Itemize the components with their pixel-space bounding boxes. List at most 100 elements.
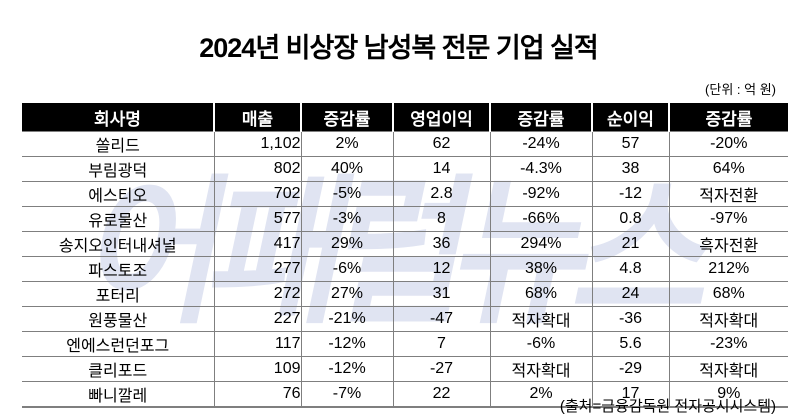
value-cell: -3% [301,206,394,232]
company-name-cell: 포터리 [22,281,215,307]
value-cell: 272 [214,281,302,307]
value-cell: -24% [490,131,593,157]
value-cell: -36 [592,306,670,332]
table-row: 원풍물산 227 -21% -47 적자확대 -36 적자확대 [22,306,788,332]
company-name-cell: 쏠리드 [22,131,215,157]
value-cell: 212% [669,256,788,282]
value-cell: 57 [592,131,670,157]
value-cell: -97% [669,206,788,232]
company-name-cell: 송지오인터내셔널 [22,231,215,257]
value-cell: 38 [592,156,670,182]
value-cell: -20% [669,131,788,157]
value-cell: 62 [393,131,491,157]
company-name-cell: 엔에스런던포그 [22,331,215,357]
value-cell: 2% [490,381,593,408]
column-header: 증감률 [301,103,394,132]
value-cell: 38% [490,256,593,282]
column-header: 증감률 [669,103,788,132]
value-cell: 802 [214,156,302,182]
value-cell: -27 [393,356,491,382]
value-cell: 76 [214,381,302,408]
column-header: 영업이익 [393,103,491,132]
value-cell: 277 [214,256,302,282]
value-cell: 64% [669,156,788,182]
value-cell: -66% [490,206,593,232]
table-header: 회사명 매출 증감률 영업이익 증감률 순이익 증감률 [22,103,788,132]
value-cell: 흑자전환 [669,231,788,257]
value-cell: 417 [214,231,302,257]
value-cell: 9% [669,381,788,408]
value-cell: 29% [301,231,394,257]
table-row: 클리포드 109 -12% -27 적자확대 -29 적자확대 [22,356,788,382]
company-name-cell: 에스티오 [22,181,215,207]
company-name-cell: 빠니깔레 [22,381,215,408]
value-cell: -23% [669,331,788,357]
value-cell: -7% [301,381,394,408]
value-cell: 117 [214,331,302,357]
value-cell: 227 [214,306,302,332]
value-cell: 2.8 [393,181,491,207]
value-cell: -47 [393,306,491,332]
company-name-cell: 유로물산 [22,206,215,232]
value-cell: -12% [301,331,394,357]
value-cell: 577 [214,206,302,232]
value-cell: 36 [393,231,491,257]
table-row: 유로물산 577 -3% 8 -66% 0.8 -97% [22,206,788,232]
company-name-cell: 클리포드 [22,356,215,382]
table-row: 파스토조 277 -6% 12 38% 4.8 212% [22,256,788,282]
value-cell: -6% [301,256,394,282]
value-cell: -12% [301,356,394,382]
value-cell: 적자확대 [669,306,788,332]
value-cell: -92% [490,181,593,207]
column-header: 매출 [214,103,302,132]
value-cell: 702 [214,181,302,207]
column-header: 증감률 [490,103,593,132]
value-cell: 4.8 [592,256,670,282]
page-title: 2024년 비상장 남성복 전문 기업 실적 [199,33,599,63]
value-cell: 109 [214,356,302,382]
value-cell: 17 [592,381,670,408]
value-cell: 적자확대 [490,306,593,332]
value-cell: 1,102 [214,131,302,157]
value-cell: 8 [393,206,491,232]
value-cell: 12 [393,256,491,282]
value-cell: 31 [393,281,491,307]
value-cell: 27% [301,281,394,307]
table-row: 엔에스런던포그 117 -12% 7 -6% 5.6 -23% [22,331,788,357]
value-cell: -12 [592,181,670,207]
value-cell: -21% [301,306,394,332]
table-body: 쏠리드 1,102 2% 62 -24% 57 -20% 부림광덕 802 40% 14 -4.3% 3… [22,131,788,408]
value-cell: 68% [490,281,593,307]
value-cell: -29 [592,356,670,382]
source-note: (출처=금융감독원 전자공시시스템) [559,398,776,415]
value-cell: 적자확대 [490,356,593,382]
company-name-cell: 원풍물산 [22,306,215,332]
value-cell: -5% [301,181,394,207]
value-cell: 0.8 [592,206,670,232]
column-header: 회사명 [22,103,215,132]
value-cell: 22 [393,381,491,408]
value-cell: 21 [592,231,670,257]
value-cell: -4.3% [490,156,593,182]
value-cell: 40% [301,156,394,182]
value-cell: 적자확대 [669,356,788,382]
value-cell: -6% [490,331,593,357]
company-name-cell: 부림광덕 [22,156,215,182]
table-header-row: 회사명 매출 증감률 영업이익 증감률 순이익 증감률 [22,103,788,132]
company-name-cell: 파스토조 [22,256,215,282]
value-cell: 적자전환 [669,181,788,207]
table-row: 빠니깔레 76 -7% 22 2% 17 9% [22,381,788,408]
table-row: 포터리 272 27% 31 68% 24 68% [22,281,788,307]
table-row: 부림광덕 802 40% 14 -4.3% 38 64% [22,156,788,182]
value-cell: 14 [393,156,491,182]
value-cell: 68% [669,281,788,307]
performance-table: 회사명 매출 증감률 영업이익 증감률 순이익 증감률 쏠리드 1,102 2% 62 -24% 57… [22,103,788,408]
value-cell: 294% [490,231,593,257]
value-cell: 2% [301,131,394,157]
table-row: 송지오인터내셔널 417 29% 36 294% 21 흑자전환 [22,231,788,257]
value-cell: 5.6 [592,331,670,357]
table-row: 에스티오 702 -5% 2.8 -92% -12 적자전환 [22,181,788,207]
table-row: 쏠리드 1,102 2% 62 -24% 57 -20% [22,131,788,157]
unit-note: (단위 : 억 원) [705,82,776,97]
